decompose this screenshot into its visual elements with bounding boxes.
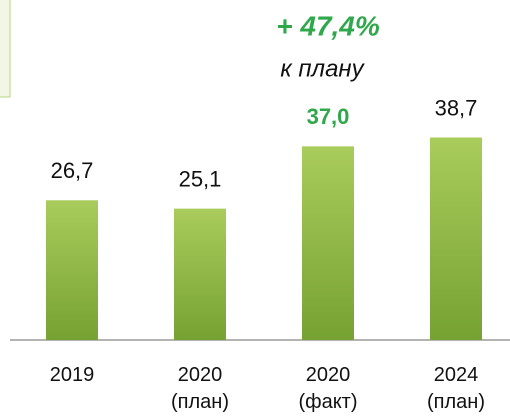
x-tick-line: 2020 (306, 364, 351, 386)
value-label: 25,1 (179, 166, 222, 191)
x-tick-line: 2020 (178, 364, 223, 386)
annotation: к плану (280, 55, 365, 82)
x-tick-label: 2019 (50, 364, 95, 386)
bar (302, 146, 354, 340)
x-tick-label: 2020 (факт) (298, 364, 357, 413)
x-tick-line: (план) (427, 391, 485, 413)
x-tick-line: (факт) (298, 391, 357, 413)
bar (174, 208, 226, 340)
bar (46, 200, 98, 340)
value-label: 26,7 (51, 158, 94, 183)
x-tick-label: 2020 (план) (171, 364, 229, 413)
value-label: 38,7 (435, 95, 478, 120)
value-label: 37,0 (307, 104, 350, 129)
annotation: + 47,4% (276, 10, 380, 41)
bar (430, 137, 482, 340)
x-tick-line: (план) (171, 391, 229, 413)
x-tick-line: 2019 (50, 364, 95, 386)
x-tick-line: 2024 (434, 364, 479, 386)
side-box (0, 0, 11, 98)
x-tick-label: 2024 (план) (427, 364, 485, 413)
